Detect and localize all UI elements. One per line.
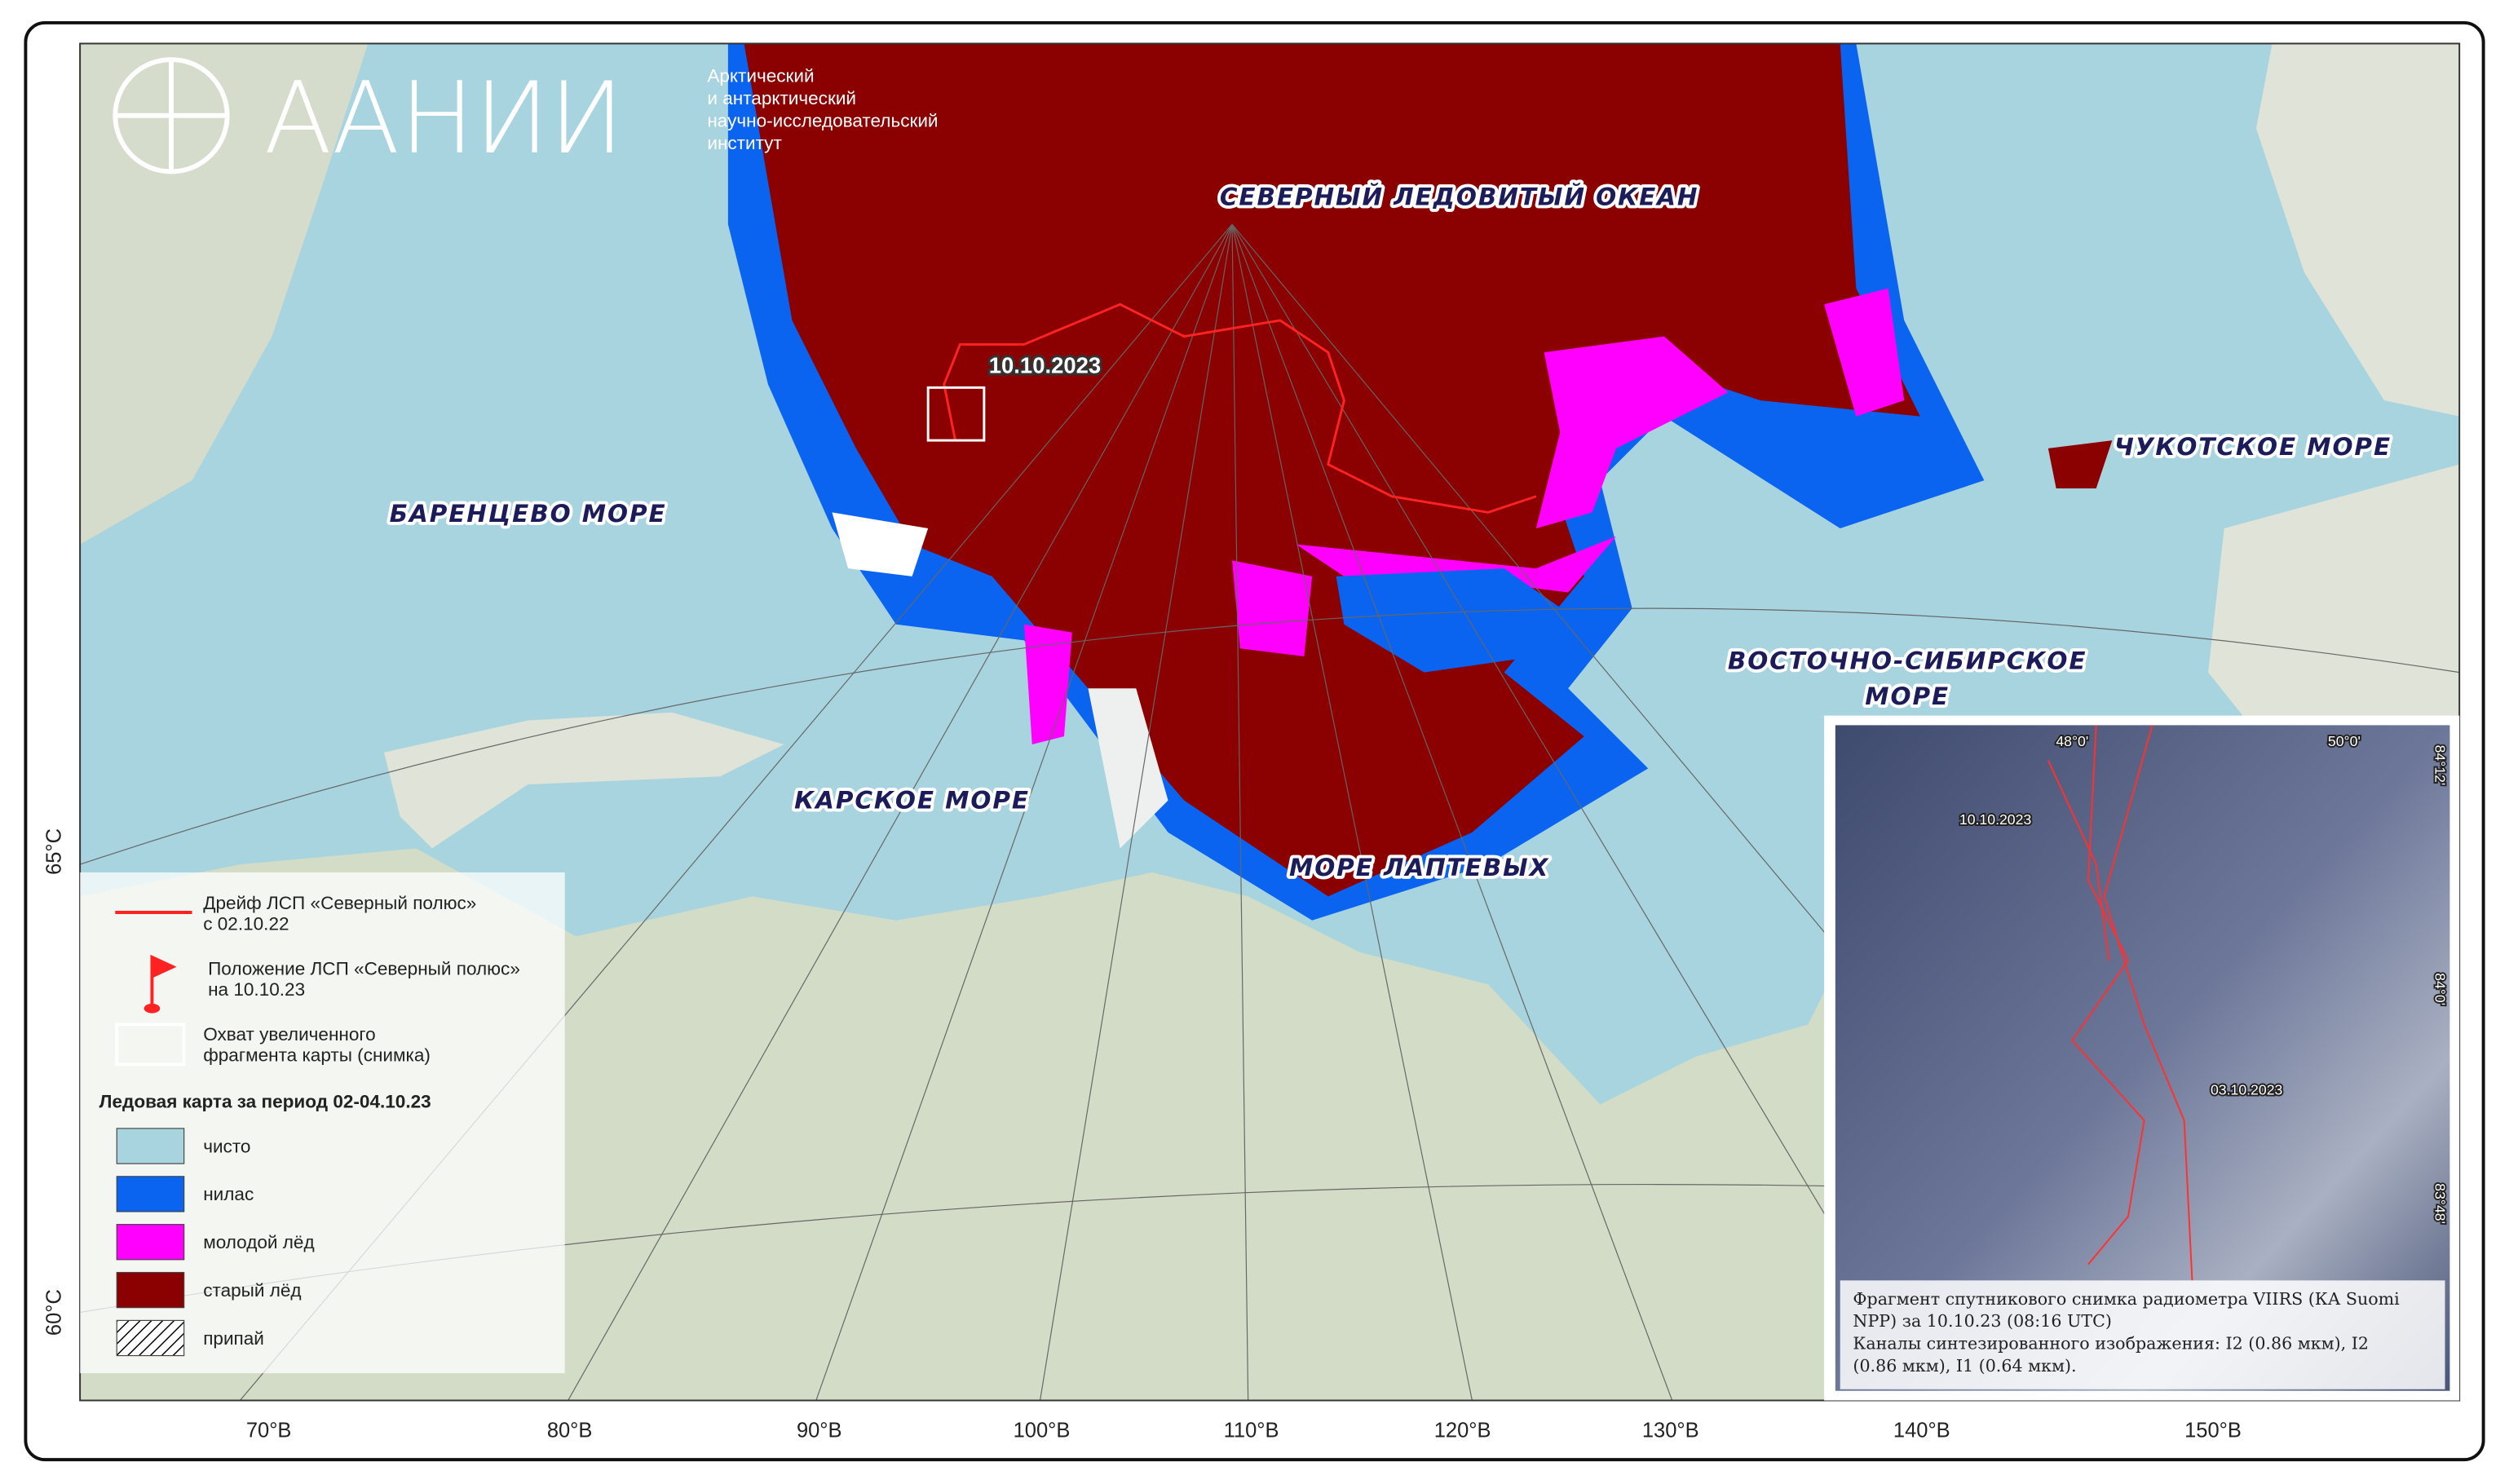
legend-flag-base xyxy=(144,1003,161,1014)
land xyxy=(2208,464,2460,753)
lon-label: 80°В xyxy=(547,1420,593,1442)
sea-label: МОРЕ ЛАПТЕВЫХ xyxy=(1289,854,1549,881)
legend-class-label: молодой лёд xyxy=(203,1232,314,1252)
sea-label: ЧУКОТСКОЕ МОРЕ xyxy=(2114,433,2392,461)
lat-label: 65°С xyxy=(43,828,66,875)
land-ice xyxy=(832,512,929,576)
legend-item: на 10.10.23 xyxy=(208,979,305,1000)
lon-label: 140°В xyxy=(1893,1420,1950,1442)
institute-line: научно-исследовательский xyxy=(707,110,938,130)
inset-coord: 84°0' xyxy=(2432,973,2449,1005)
lon-label: 130°В xyxy=(1642,1420,1699,1442)
inset-drift-track xyxy=(2047,725,2193,1281)
young-ice-zone xyxy=(1535,336,1729,529)
legend-swatch xyxy=(116,1128,185,1164)
lon-label: 100°В xyxy=(1014,1420,1071,1442)
position-date: 10.10.2023 xyxy=(989,353,1101,378)
satellite-image xyxy=(1835,725,2450,1391)
land xyxy=(383,712,784,849)
drift-track xyxy=(943,303,1537,514)
sea-label: КАРСКОЕ МОРЕ xyxy=(794,786,1030,814)
inset-caption: NPP) за 10.10.23 (08:16 UTC) xyxy=(1853,1311,2111,1331)
legend-swatch xyxy=(116,1176,185,1212)
sea-label: МОРЕ xyxy=(1865,682,1950,710)
inset-caption: (0.86 мкм), I1 (0.64 мкм). xyxy=(1853,1356,2076,1376)
lon-labels: 70°В 80°В 90°В 100°В 110°В 120°В 130°В 140°В 150… xyxy=(246,1420,2242,1442)
legend-swatch xyxy=(116,1271,185,1309)
old-ice-zone xyxy=(744,43,1920,897)
lon-label: 70°В xyxy=(246,1420,292,1442)
legend-extent-symbol xyxy=(115,1022,186,1067)
legend-flag-symbol xyxy=(150,954,177,1009)
inset-date: 03.10.2023 xyxy=(2211,1082,2283,1098)
legend-swatch xyxy=(116,1224,185,1261)
land-ice xyxy=(1088,688,1168,849)
lat-label: 60°С xyxy=(43,1289,66,1336)
legend-class-label: старый лёд xyxy=(203,1280,301,1301)
young-ice-zone xyxy=(1824,288,1905,417)
legend-class-label: чисто xyxy=(203,1136,250,1156)
inset: 48°0' 50°0' 84°12' 84°0' 83°48' 10.10.2023 03.… xyxy=(1824,715,2460,1401)
sea-label: БАРЕНЦЕВО МОРЕ xyxy=(390,500,667,528)
institute-line: и антарктический xyxy=(707,88,856,108)
lat-labels: 65°С 60°С xyxy=(43,828,66,1336)
legend-class-label: нилас xyxy=(203,1184,254,1204)
institute-line: институт xyxy=(707,133,781,153)
legend-item: фрагмента карты (снимка) xyxy=(203,1045,431,1065)
lon-label: 120°В xyxy=(1434,1420,1491,1442)
young-ice-zone xyxy=(1023,624,1072,744)
lon-label: 110°В xyxy=(1224,1420,1279,1442)
legend-title: Ледовая карта за период 02-04.10.23 xyxy=(99,1091,431,1111)
inset-date: 10.10.2023 xyxy=(1959,811,2032,828)
land xyxy=(2255,43,2460,417)
inset-caption: Каналы синтезированного изображения: I2 … xyxy=(1853,1334,2369,1354)
legend-swatch xyxy=(116,1319,185,1357)
nilas-zone xyxy=(1336,568,1584,673)
legend-item: с 02.10.22 xyxy=(203,914,289,934)
inset-extent xyxy=(926,386,986,442)
old-ice-zone xyxy=(2047,440,2113,488)
lon-label: 150°В xyxy=(2184,1420,2242,1442)
legend: Дрейф ЛСП «Северный полюс»с 02.10.22 Поло… xyxy=(80,872,565,1374)
inset-coord: 84°12' xyxy=(2432,745,2449,786)
legend-item: Положение ЛСП «Северный полюс» xyxy=(208,959,520,979)
young-ice-zone xyxy=(1232,560,1313,657)
inset-coord: 83°48' xyxy=(2432,1183,2449,1224)
inset-coord: 48°0' xyxy=(2056,733,2088,749)
institute-line: Арктический xyxy=(707,66,814,86)
inset-caption: Фрагмент спутникового снимка радиометра … xyxy=(1853,1289,2400,1309)
sea-labels: СЕВЕРНЫЙ ЛЕДОВИТЫЙ ОКЕАН БАРЕНЦЕВО МОРЕ КА… xyxy=(387,179,2393,885)
legend-class-label: припай xyxy=(203,1328,264,1349)
sea-label: СЕВЕРНЫЙ ЛЕДОВИТЫЙ ОКЕАН xyxy=(1220,183,1699,211)
logo-mark xyxy=(113,57,230,174)
logo-text: ААНИИ xyxy=(264,60,625,176)
legend-item: Дрейф ЛСП «Северный полюс» xyxy=(203,893,476,913)
young-ice-zone xyxy=(1296,536,1616,593)
legend-item: Охват увеличенного xyxy=(203,1024,375,1045)
inset-caption-box xyxy=(1840,1280,2445,1389)
lon-label: 90°В xyxy=(797,1420,842,1442)
sea-label: ВОСТОЧНО-СИБИРСКОЕ xyxy=(1728,647,2087,675)
inset-coord: 50°0' xyxy=(2328,733,2361,749)
